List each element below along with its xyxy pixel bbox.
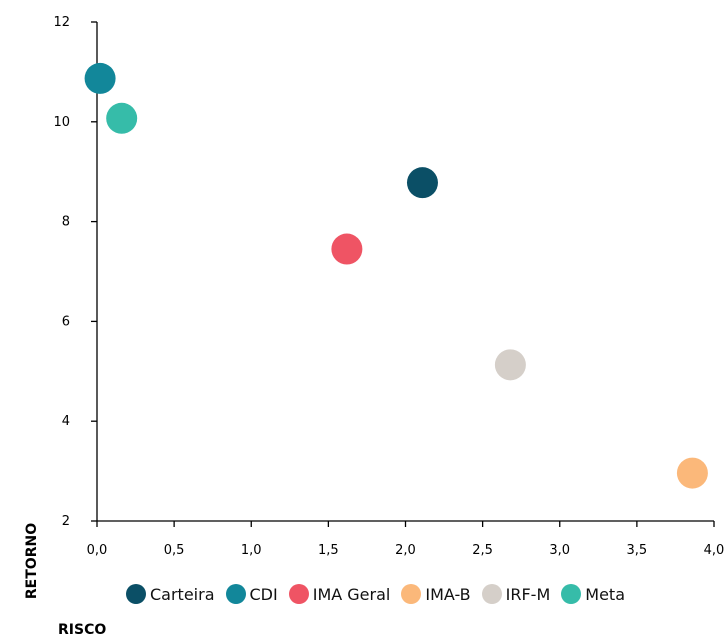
- legend-label: Carteira: [150, 584, 215, 604]
- y-axis-title: RETORNO: [24, 523, 40, 599]
- legend-item: Meta: [561, 584, 625, 604]
- point-ima-geral: [331, 233, 363, 265]
- x-tick-label: 0,5: [164, 543, 185, 558]
- point-ima-b: [676, 457, 708, 489]
- legend: Carteira CDI IMA Geral IMA-B IRF-M Meta: [126, 582, 625, 606]
- y-tick-label: 8: [62, 215, 70, 230]
- x-tick-label: 3,5: [627, 543, 648, 558]
- point-meta: [106, 102, 138, 134]
- x-tick-label: 1,0: [241, 543, 262, 558]
- x-tick-label: 3,0: [549, 543, 570, 558]
- x-axis-title: RISCO: [58, 622, 107, 638]
- axes: 2 4 6 8 10 12 0,0 0,5 1,0 1,5 2,0 2,5 3,0 3,5 4,0: [53, 15, 724, 558]
- legend-swatch: [225, 584, 246, 604]
- x-tick-label: 2,5: [472, 543, 493, 558]
- legend-swatch: [401, 584, 422, 604]
- legend-label: IMA Geral: [312, 584, 391, 604]
- data-points: [84, 62, 708, 489]
- y-tick-label: 4: [62, 414, 70, 429]
- x-tick-label: 4,0: [704, 543, 725, 558]
- legend-item: IMA Geral: [288, 584, 391, 604]
- y-tick-label: 12: [53, 15, 70, 30]
- legend-label: CDI: [249, 584, 278, 604]
- legend-swatch: [288, 584, 309, 604]
- legend-item: CDI: [225, 584, 278, 604]
- y-tick-label: 10: [53, 115, 70, 130]
- x-tick-label: 2,0: [395, 543, 416, 558]
- legend-swatch: [126, 584, 146, 604]
- y-tick-label: 6: [62, 314, 70, 329]
- legend-label: IRF-M: [505, 584, 551, 604]
- legend-item: Carteira: [126, 584, 215, 604]
- legend-item: IRF-M: [481, 584, 551, 604]
- point-carteira: [406, 167, 438, 199]
- legend-label: Meta: [585, 584, 625, 604]
- y-tick-label: 2: [62, 514, 70, 529]
- legend-label: IMA-B: [425, 584, 471, 604]
- legend-item: IMA-B: [401, 584, 471, 604]
- legend-swatch: [561, 584, 582, 604]
- point-irf-m: [494, 349, 526, 381]
- legend-swatch: [481, 584, 502, 604]
- x-tick-label: 0,0: [87, 543, 108, 558]
- x-tick-label: 1,5: [318, 543, 339, 558]
- point-cdi: [84, 62, 116, 94]
